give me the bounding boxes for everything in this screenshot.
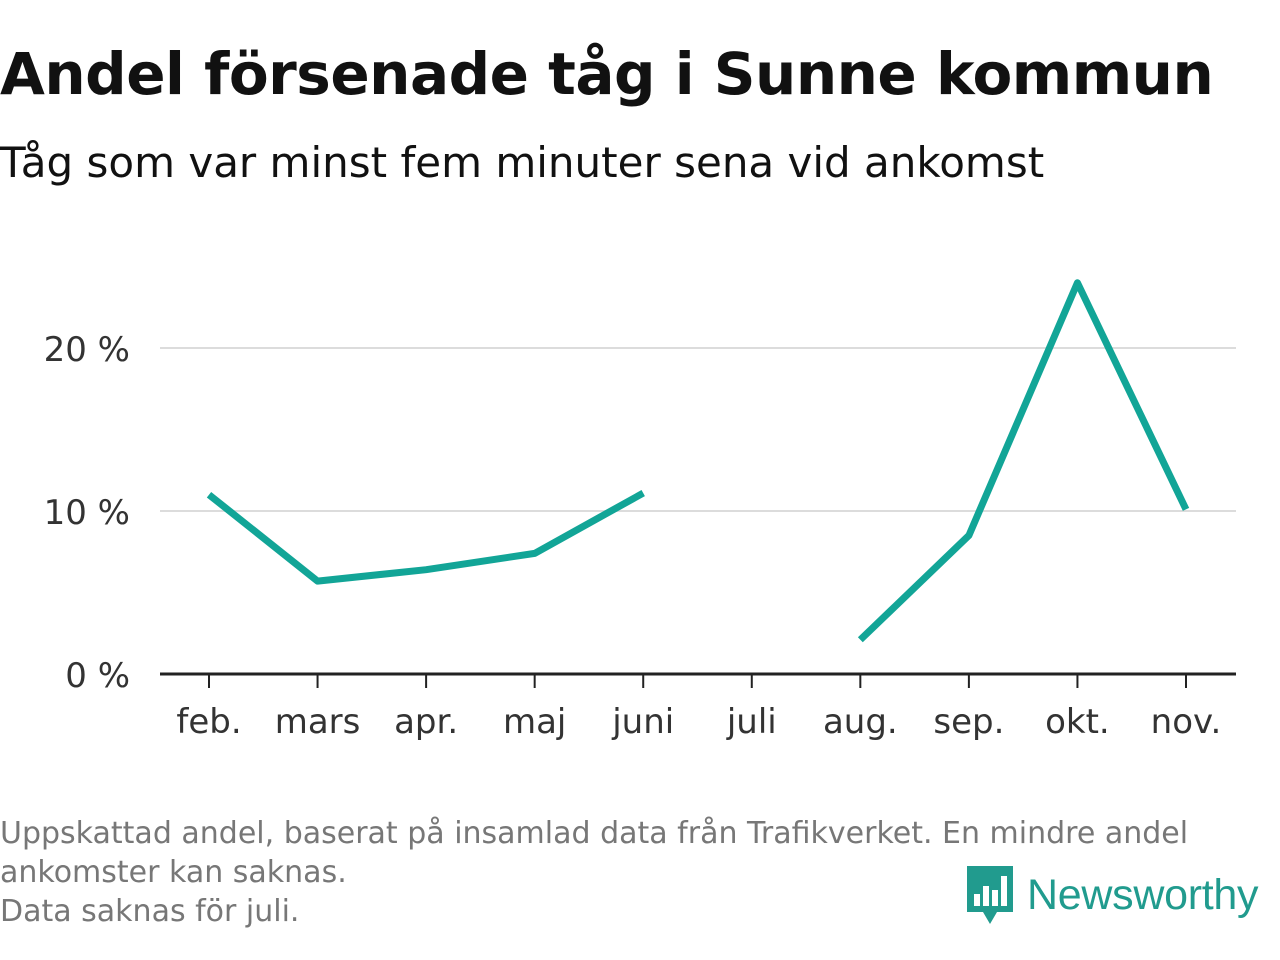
x-tick-label: maj [503,702,566,742]
x-tick-label: okt. [1045,702,1110,742]
x-tick-label: nov. [1151,702,1222,742]
y-tick-label: 0 % [65,656,130,696]
footnote: Uppskattad andel, baserat på insamlad da… [0,814,1265,931]
footnote-line-3: Data saknas för juli. [0,894,300,929]
gridlines [160,347,1236,512]
footnote-line-1: Uppskattad andel, baserat på insamlad da… [0,816,1189,851]
series-lines [206,279,1190,643]
x-tick-label: aug. [823,702,898,742]
series-line [857,279,1190,643]
series-line [206,490,645,585]
brand-logo: Newsworthy [965,862,1258,928]
chart-title: Andel försenade tåg i Sunne kommun [0,40,1214,108]
x-tick-label: feb. [176,702,241,742]
y-tick-label: 20 % [44,330,130,370]
x-tick-label: juni [611,702,674,742]
line-chart: 0 % 10 % 20 % feb. mars apr. maj juni juli aug. s… [44,279,1236,742]
y-axis-ticks: 0 % 10 % 20 % [44,330,130,696]
x-tick-label: sep. [933,702,1004,742]
brand-name: Newsworthy [1027,870,1259,919]
newsworthy-logo-icon [967,866,1013,924]
x-tick-label: juli [726,702,777,742]
chart-subtitle: Tåg som var minst fem minuter sena vid a… [0,138,1045,187]
x-tick-label: mars [275,702,361,742]
footnote-line-2: ankomster kan saknas. [0,855,347,890]
x-tick-label: apr. [394,702,458,742]
x-axis-ticks: feb. mars apr. maj juni juli aug. sep. okt. nov. [176,674,1221,742]
y-tick-label: 10 % [44,493,130,533]
